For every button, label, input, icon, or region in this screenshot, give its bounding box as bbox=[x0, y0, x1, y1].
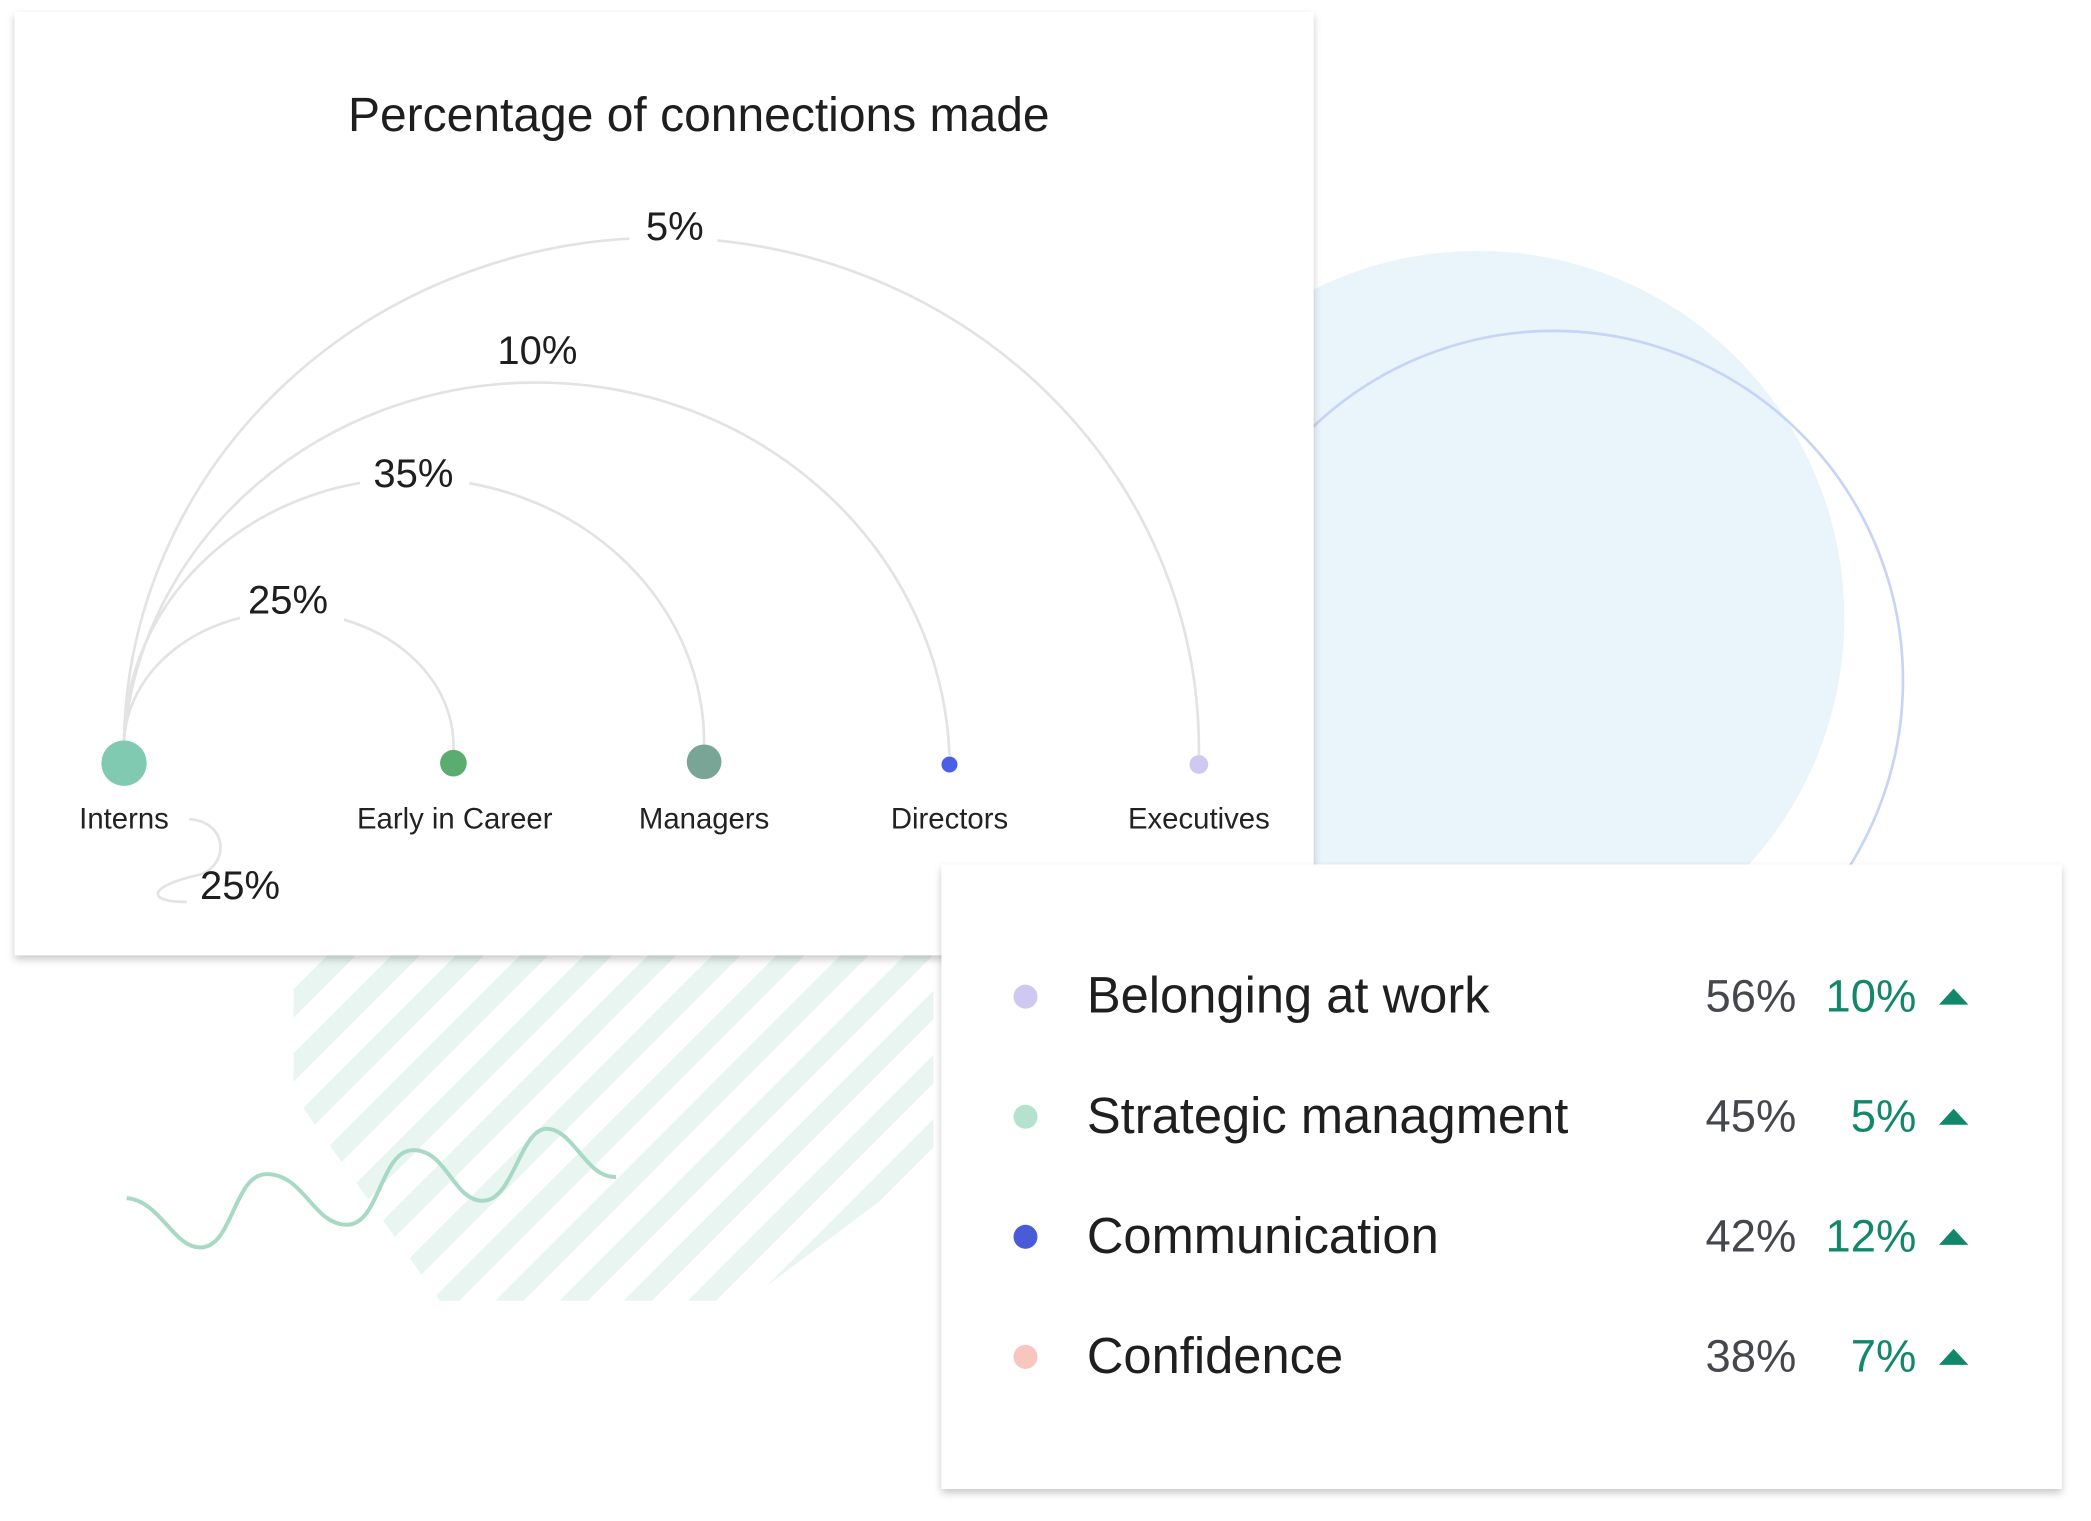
trend-up-icon bbox=[1938, 1108, 1969, 1125]
label-bg bbox=[360, 450, 470, 502]
row-dot bbox=[1013, 1344, 1038, 1369]
node-label: Interns bbox=[79, 803, 169, 836]
node-label: Executives bbox=[1128, 803, 1270, 836]
row-change: 12% bbox=[1826, 1210, 1917, 1261]
node bbox=[686, 744, 722, 780]
arc bbox=[122, 381, 951, 756]
row-dot bbox=[1013, 1104, 1038, 1129]
label-bg bbox=[482, 328, 593, 379]
arc-label: 5% bbox=[646, 205, 704, 249]
arc-card bbox=[14, 12, 1314, 956]
metrics-rows: Belonging at work 56% 10% Strategic managme… bbox=[1013, 967, 1969, 1384]
arc-label: 25% bbox=[248, 579, 328, 623]
node-label: Managers bbox=[639, 803, 769, 836]
trend-up-icon bbox=[1938, 1348, 1969, 1365]
row-value: 38% bbox=[1706, 1331, 1797, 1382]
metrics-card bbox=[941, 864, 2062, 1489]
row-dot bbox=[1013, 984, 1038, 1009]
row-value: 45% bbox=[1706, 1090, 1797, 1141]
bg-wave bbox=[126, 1126, 617, 1250]
loop-label: 25% bbox=[200, 864, 280, 908]
row-change: 10% bbox=[1826, 970, 1917, 1021]
row-label: Communication bbox=[1087, 1207, 1439, 1264]
row-label: Belonging at work bbox=[1087, 967, 1490, 1024]
label-bg bbox=[240, 576, 345, 628]
node bbox=[941, 756, 958, 773]
node-label: Early in Career bbox=[357, 803, 553, 836]
node bbox=[101, 740, 147, 786]
row-label: Strategic managment bbox=[1087, 1087, 1569, 1144]
arc-label: 35% bbox=[373, 452, 453, 496]
trend-up-icon bbox=[1938, 988, 1969, 1005]
node bbox=[1189, 755, 1209, 774]
self-loop bbox=[156, 817, 222, 904]
label-bg bbox=[629, 204, 718, 255]
node-label: Directors bbox=[891, 803, 1008, 836]
chart-title: Percentage of connections made bbox=[348, 89, 1050, 142]
arc-label: 10% bbox=[497, 329, 577, 373]
row-label: Confidence bbox=[1087, 1327, 1343, 1384]
node bbox=[440, 749, 467, 777]
row-value: 42% bbox=[1706, 1210, 1797, 1261]
row-dot bbox=[1013, 1224, 1038, 1249]
trend-up-icon bbox=[1938, 1228, 1969, 1245]
row-change: 7% bbox=[1851, 1331, 1917, 1382]
row-change: 5% bbox=[1851, 1090, 1917, 1141]
row-value: 56% bbox=[1706, 970, 1797, 1021]
bg-stripes bbox=[293, 953, 934, 1301]
